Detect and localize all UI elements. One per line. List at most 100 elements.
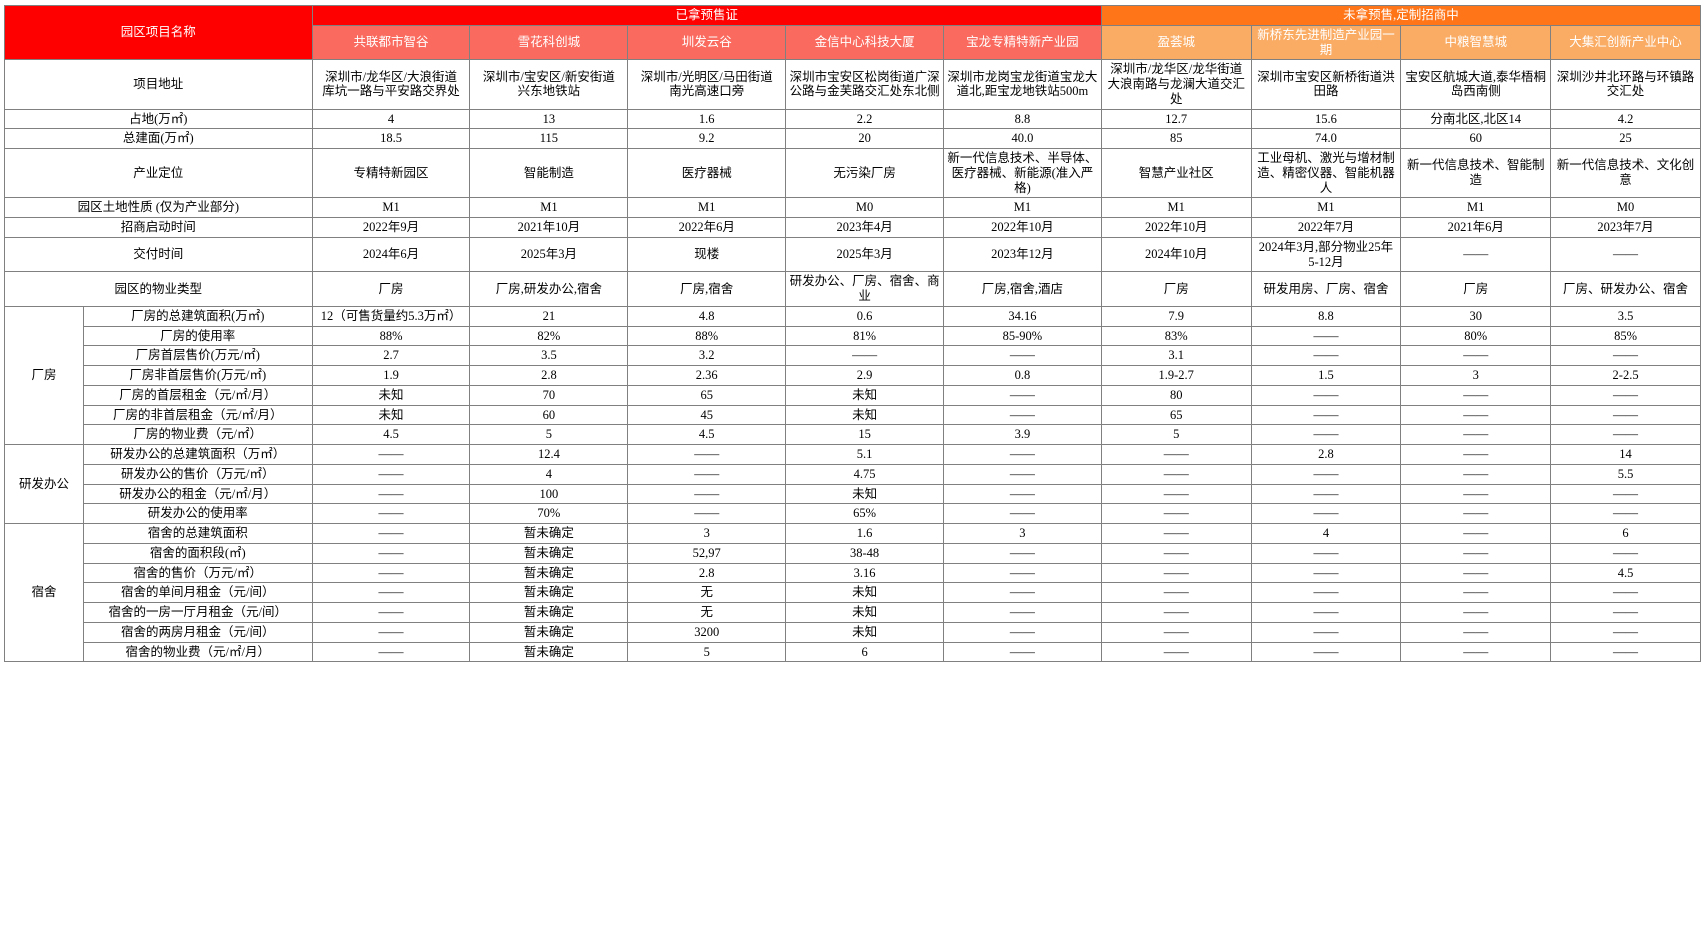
data-cell[interactable]: —— [627, 483, 787, 505]
data-cell[interactable]: 暂未确定 [469, 562, 629, 584]
data-cell[interactable]: 未知 [785, 602, 944, 623]
data-cell[interactable]: 74.0 [1250, 128, 1402, 149]
data-cell[interactable]: —— [311, 641, 471, 663]
data-cell[interactable]: 2024年3月,部分物业25年5-12月 [1250, 236, 1402, 273]
data-cell[interactable]: 2023年12月 [943, 236, 1102, 273]
data-cell[interactable]: 4.5 [627, 424, 787, 445]
data-cell[interactable]: M0 [1550, 197, 1701, 218]
data-cell[interactable]: —— [1250, 641, 1402, 663]
data-cell[interactable]: 1.9-2.7 [1100, 365, 1252, 386]
data-cell[interactable]: 80% [1400, 325, 1552, 347]
data-cell[interactable]: 2025年3月 [785, 236, 944, 273]
data-cell[interactable]: 13 [469, 108, 629, 130]
data-cell[interactable]: —— [943, 384, 1102, 406]
data-cell[interactable]: 6 [1550, 523, 1701, 544]
data-cell[interactable]: 未知 [311, 384, 471, 406]
data-cell[interactable]: 深圳市/光明区/马田街道 南光高速口旁 [627, 59, 787, 110]
data-cell[interactable]: —— [943, 542, 1102, 564]
data-cell[interactable]: 2.8 [627, 562, 787, 584]
data-cell[interactable]: 21 [469, 305, 629, 327]
data-cell[interactable]: 34.16 [943, 305, 1102, 327]
data-cell[interactable]: 5.1 [785, 444, 944, 465]
data-cell[interactable]: 15.6 [1250, 108, 1402, 130]
data-cell[interactable]: —— [1100, 444, 1252, 465]
data-cell[interactable]: 3.1 [1100, 345, 1252, 366]
data-cell[interactable]: 2.9 [785, 365, 944, 386]
data-cell[interactable]: —— [1250, 384, 1402, 406]
data-cell[interactable]: 研发用房、厂房、宿舍 [1250, 271, 1402, 307]
data-cell[interactable]: 88% [627, 325, 787, 347]
data-cell[interactable]: 60 [1400, 128, 1552, 149]
data-cell[interactable]: 4.75 [785, 463, 944, 485]
data-cell[interactable]: 5 [627, 641, 787, 663]
data-cell[interactable]: —— [943, 483, 1102, 505]
data-cell[interactable]: —— [1250, 404, 1402, 426]
data-cell[interactable]: 1.6 [785, 523, 944, 544]
data-cell[interactable]: 3.5 [1550, 305, 1701, 327]
data-cell[interactable]: —— [311, 503, 471, 524]
data-cell[interactable]: M1 [469, 197, 629, 218]
data-cell[interactable]: 新一代信息技术、半导体、医疗器械、新能源(准入严格) [943, 147, 1102, 199]
data-cell[interactable]: 2.2 [785, 108, 944, 130]
data-cell[interactable]: —— [1100, 602, 1252, 623]
data-cell[interactable]: 4.5 [1550, 562, 1701, 584]
data-cell[interactable]: 52,97 [627, 542, 787, 564]
data-cell[interactable]: 3 [943, 523, 1102, 544]
data-cell[interactable]: 7.9 [1100, 305, 1252, 327]
data-cell[interactable]: —— [311, 542, 471, 564]
data-cell[interactable]: 12.7 [1100, 108, 1252, 130]
data-cell[interactable]: —— [1550, 582, 1701, 603]
data-cell[interactable]: 83% [1100, 325, 1252, 347]
data-cell[interactable]: —— [1400, 424, 1552, 445]
project-header-7[interactable]: 中粮智慧城 [1400, 24, 1552, 61]
data-cell[interactable]: 暂未确定 [469, 542, 629, 564]
data-cell[interactable]: 深圳市宝安区松岗街道广深公路与金芙路交汇处东北侧 [785, 59, 944, 110]
data-cell[interactable]: 2.7 [311, 345, 471, 366]
data-cell[interactable]: 2024年10月 [1100, 236, 1252, 273]
data-cell[interactable]: 厂房,研发办公,宿舍 [469, 271, 629, 307]
data-cell[interactable]: 70% [469, 503, 629, 524]
data-cell[interactable]: 1.6 [627, 108, 787, 130]
data-cell[interactable]: 2021年10月 [469, 217, 629, 238]
data-cell[interactable]: M0 [785, 197, 944, 218]
data-cell[interactable]: 3200 [627, 621, 787, 643]
data-cell[interactable]: —— [943, 621, 1102, 643]
data-cell[interactable]: 深圳市/宝安区/新安街道 兴东地铁站 [469, 59, 629, 110]
data-cell[interactable]: —— [1250, 345, 1402, 366]
data-cell[interactable]: 新一代信息技术、文化创意 [1550, 147, 1701, 199]
data-cell[interactable]: —— [1400, 404, 1552, 426]
data-cell[interactable]: 82% [469, 325, 629, 347]
data-cell[interactable]: —— [1550, 236, 1701, 273]
data-cell[interactable]: —— [1100, 582, 1252, 603]
data-cell[interactable]: M1 [627, 197, 787, 218]
data-cell[interactable]: M1 [311, 197, 471, 218]
project-header-5[interactable]: 盈荟城 [1100, 24, 1252, 61]
data-cell[interactable]: 9.2 [627, 128, 787, 149]
project-header-3[interactable]: 金信中心科技大厦 [785, 24, 944, 61]
data-cell[interactable]: 80 [1100, 384, 1252, 406]
data-cell[interactable]: 未知 [785, 582, 944, 603]
data-cell[interactable]: —— [1550, 621, 1701, 643]
data-cell[interactable]: —— [1400, 503, 1552, 524]
data-cell[interactable]: —— [1550, 641, 1701, 663]
data-cell[interactable]: —— [1400, 384, 1552, 406]
data-cell[interactable]: 医疗器械 [627, 147, 787, 199]
data-cell[interactable]: 3.16 [785, 562, 944, 584]
project-header-6[interactable]: 新桥东先进制造产业园一期 [1250, 24, 1402, 61]
data-cell[interactable]: —— [943, 602, 1102, 623]
data-cell[interactable]: 18.5 [311, 128, 471, 149]
data-cell[interactable]: —— [1250, 602, 1402, 623]
data-cell[interactable]: 4.5 [311, 424, 471, 445]
data-cell[interactable]: 暂未确定 [469, 621, 629, 643]
data-cell[interactable]: 40.0 [943, 128, 1102, 149]
data-cell[interactable]: M1 [1100, 197, 1252, 218]
data-cell[interactable]: 暂未确定 [469, 523, 629, 544]
data-cell[interactable]: 未知 [311, 404, 471, 426]
data-cell[interactable]: 3.9 [943, 424, 1102, 445]
data-cell[interactable]: M1 [943, 197, 1102, 218]
data-cell[interactable]: —— [311, 463, 471, 485]
data-cell[interactable]: 未知 [785, 404, 944, 426]
data-cell[interactable]: 4 [311, 108, 471, 130]
data-cell[interactable]: 3 [627, 523, 787, 544]
data-cell[interactable]: 厂房,宿舍 [627, 271, 787, 307]
